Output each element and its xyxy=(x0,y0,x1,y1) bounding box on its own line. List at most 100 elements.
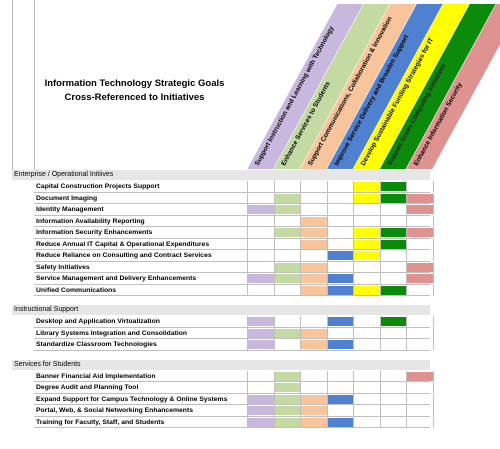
cell-divider xyxy=(353,238,354,250)
cell-divider xyxy=(379,339,381,350)
initiative-label: Service Management and Delivery Enhancem… xyxy=(36,275,197,282)
initiative-row: Banner Financial Aid Implementation xyxy=(34,370,434,382)
cell-divider xyxy=(247,250,248,261)
cell-divider xyxy=(273,370,275,382)
goal-mark-3 xyxy=(301,340,327,349)
cell-divider xyxy=(300,192,301,204)
cell-divider xyxy=(273,284,275,296)
goal-mark-2 xyxy=(274,371,300,381)
initiative-row: Unified Communications xyxy=(34,284,434,296)
cell-divider xyxy=(326,284,328,296)
goal-mark-2 xyxy=(274,406,300,415)
cell-divider xyxy=(406,339,407,350)
cell-divider xyxy=(379,238,381,250)
cell-divider xyxy=(247,405,248,416)
goal-mark-4 xyxy=(327,394,353,404)
goal-mark-7 xyxy=(407,262,433,272)
cell-divider xyxy=(300,261,301,273)
cell-divider xyxy=(273,181,275,192)
cell-divider xyxy=(353,261,354,273)
cell-divider xyxy=(406,250,407,261)
goal-mark-2 xyxy=(274,417,300,427)
cell-divider xyxy=(273,316,275,327)
goal-band-5 xyxy=(353,4,470,169)
cell-divider xyxy=(432,250,434,261)
cell-divider xyxy=(379,273,381,284)
cell-divider xyxy=(273,416,275,428)
goal-mark-5 xyxy=(354,285,380,295)
cell-divider xyxy=(326,316,328,327)
cell-divider xyxy=(406,327,407,339)
cell-divider xyxy=(432,261,434,273)
cell-divider xyxy=(406,261,407,273)
cell-divider xyxy=(379,416,381,428)
cell-divider xyxy=(300,273,301,284)
cell-divider xyxy=(300,316,301,327)
cell-divider xyxy=(406,405,407,416)
goal-mark-4 xyxy=(327,340,353,349)
cell-divider xyxy=(247,192,248,204)
cell-divider xyxy=(326,370,328,382)
initiative-row: Library Systems Integration and Consolid… xyxy=(34,327,434,339)
cell-divider xyxy=(247,204,248,215)
goal-divider-line xyxy=(405,3,497,170)
cell-divider xyxy=(247,261,248,273)
initiative-row: Reduce Reliance on Consulting and Contra… xyxy=(34,250,434,262)
cell-divider xyxy=(326,416,328,428)
cell-divider xyxy=(406,284,407,296)
initiative-row: Portal, Web, & Social Networking Enhance… xyxy=(34,405,434,417)
cell-divider xyxy=(247,339,248,350)
cell-divider xyxy=(432,204,434,215)
cell-divider xyxy=(353,204,354,215)
goal-mark-6 xyxy=(380,239,406,249)
cell-divider xyxy=(379,250,381,261)
cell-divider xyxy=(379,215,381,227)
cell-divider xyxy=(379,192,381,204)
goal-mark-1 xyxy=(248,394,274,404)
cell-divider xyxy=(353,273,354,284)
goal-mark-5 xyxy=(354,239,380,249)
cell-divider xyxy=(247,316,248,327)
initiative-label: Expand Support for Campus Technology & O… xyxy=(36,395,228,403)
cell-divider xyxy=(326,339,328,350)
goal-divider-line xyxy=(273,3,364,170)
initiative-label: Reduce Annual IT Capital & Operational E… xyxy=(36,240,210,248)
cell-divider xyxy=(300,250,301,261)
goal-mark-5 xyxy=(354,228,380,237)
goal-mark-3 xyxy=(301,262,327,272)
goal-mark-1 xyxy=(248,274,274,283)
cell-divider xyxy=(353,327,354,339)
goal-mark-1 xyxy=(248,340,274,349)
cell-divider xyxy=(432,192,434,204)
cell-divider xyxy=(247,370,248,382)
cell-divider xyxy=(432,227,434,238)
cell-divider xyxy=(300,204,301,215)
cell-divider xyxy=(326,215,328,227)
cell-divider xyxy=(326,227,328,238)
initiative-label: Identity Management xyxy=(36,206,104,213)
cell-divider xyxy=(273,227,275,238)
cell-divider xyxy=(247,181,248,192)
initiative-label: Portal, Web, & Social Networking Enhance… xyxy=(36,407,193,414)
cell-divider xyxy=(432,370,434,382)
goal-mark-3 xyxy=(301,285,327,295)
cell-divider xyxy=(326,238,328,250)
cell-divider xyxy=(406,316,407,327)
goal-divider-line xyxy=(299,3,391,170)
cell-divider xyxy=(273,250,275,261)
cell-divider xyxy=(379,284,381,296)
initiative-row: Training for Faculty, Staff, and Student… xyxy=(34,416,434,428)
goal-mark-4 xyxy=(327,285,353,295)
cell-divider xyxy=(353,382,354,393)
cell-divider xyxy=(273,382,275,393)
cell-divider xyxy=(326,327,328,339)
cell-divider xyxy=(326,181,328,192)
cell-divider xyxy=(353,316,354,327)
cell-divider xyxy=(432,273,434,284)
cell-divider xyxy=(379,327,381,339)
initiative-label: Library Systems Integration and Consolid… xyxy=(36,329,188,337)
goal-mark-3 xyxy=(301,328,327,338)
cell-divider xyxy=(406,192,407,204)
initiative-label: Capital Construction Projects Support xyxy=(36,183,160,190)
initiative-label: Unified Communications xyxy=(36,286,117,294)
